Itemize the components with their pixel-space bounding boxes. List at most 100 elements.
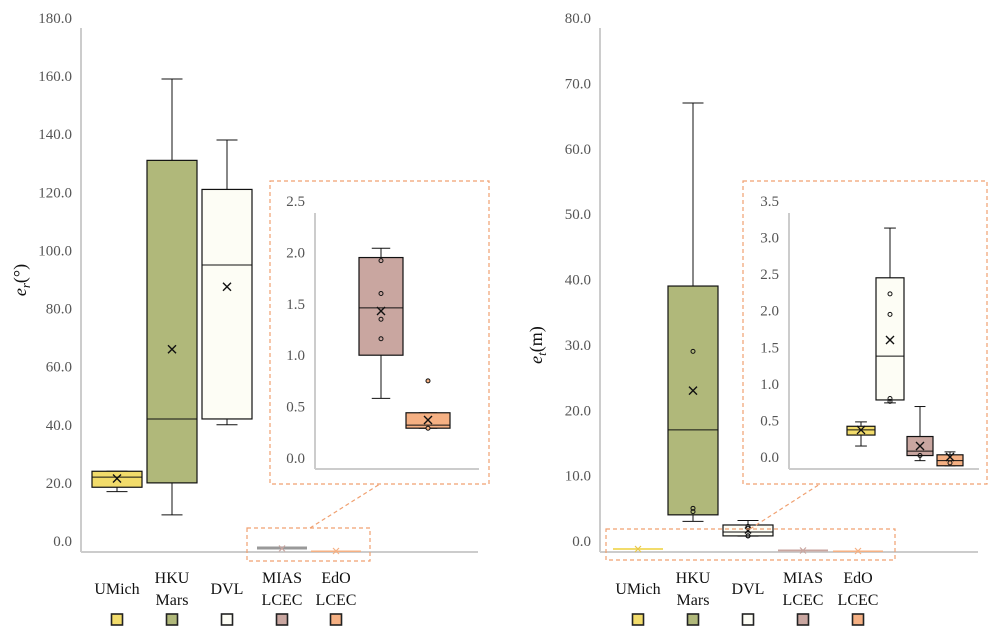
er-axes (80, 28, 478, 553)
et-cat-label-4-line2: LCEC (838, 592, 879, 609)
er-legend-swatches (110, 613, 343, 626)
et-inset-frame (742, 180, 988, 485)
er-dvl-mean (222, 282, 232, 292)
et-inset-y-tick-4: 2.0 (760, 304, 779, 320)
et-y-label-sub: t (534, 352, 549, 356)
er-swatch-2 (220, 613, 234, 626)
et-zoom-region (605, 528, 896, 561)
er-umich-mean (112, 474, 122, 484)
et-y-label: et(m) (526, 326, 549, 364)
et-mias-mean-mini (799, 547, 807, 554)
er-inset-y-tick-2: 1.0 (286, 348, 305, 364)
et-hku-outlier-2 (690, 509, 696, 515)
er-cat-label-3-line2: LCEC (262, 592, 303, 609)
et-dvl-outlier-1 (745, 525, 751, 531)
et-y-tick-1: 10.0 (565, 469, 591, 485)
et-cat-label-3-line1: MIAS (783, 570, 823, 587)
et-swatch-0 (631, 613, 645, 626)
er-cat-label-4-line2: LCEC (316, 592, 357, 609)
et-inset-boxes (846, 227, 964, 467)
et-inset-dvl-outlier-3 (887, 398, 893, 404)
et-inset-edo-mean (945, 452, 955, 462)
er-y-tick-4: 80.0 (46, 302, 72, 318)
er-inset-boxes (358, 247, 451, 431)
er-inset-y-tick-1: 0.5 (286, 400, 305, 416)
er-y-label-sub: r (18, 282, 33, 288)
er-edo-mean-mini (332, 547, 340, 555)
er-inset-mias-outlier-0 (378, 258, 384, 264)
er-inset: 0.0 0.5 1.0 1.5 2.0 2.5 (269, 180, 490, 485)
er-mias-mean-mini (278, 545, 286, 552)
et-inset: 0.0 0.5 1.0 1.5 2.0 2.5 3.0 3.5 (742, 180, 988, 485)
er-cat-label-3-line1: MIAS (262, 570, 302, 587)
et-inset-y-tick-6: 3.0 (760, 231, 779, 247)
et-inset-dvl-outlier-2 (887, 395, 893, 401)
er-swatch-1 (165, 613, 179, 626)
et-zoom-connector (749, 483, 821, 530)
chart-et: 0.0 10.0 20.0 30.0 40.0 50.0 60.0 70.0 80.0 et(m… (526, 11, 988, 626)
er-cat-label-1-line2: Mars (156, 592, 189, 609)
er-y-tick-6: 120.0 (38, 185, 72, 201)
er-zoom-connector (309, 483, 381, 529)
er-inset-mias-outlier-2 (378, 316, 384, 322)
er-y-label-unit: (°) (10, 264, 31, 283)
et-inset-y-tick-3: 1.5 (760, 340, 779, 356)
et-dvl-outlier-3 (745, 533, 751, 539)
er-inset-y-ticks: 0.0 0.5 1.0 1.5 2.0 2.5 (286, 194, 305, 467)
er-y-label: er(°) (10, 264, 33, 296)
et-y-tick-6: 60.0 (565, 142, 591, 158)
et-swatch-2 (741, 613, 755, 626)
et-y-ticks: 0.0 10.0 20.0 30.0 40.0 50.0 60.0 70.0 80.0 (565, 11, 591, 550)
et-inset-y-tick-5: 2.5 (760, 267, 779, 283)
et-y-tick-3: 30.0 (565, 338, 591, 354)
er-y-tick-3: 60.0 (46, 360, 72, 376)
et-umich-mean-mini (634, 545, 642, 553)
et-cat-label-1-line2: Mars (677, 592, 710, 609)
et-hku-mean (688, 386, 698, 396)
er-inset-edo-mean (423, 415, 433, 425)
er-dvl-box (201, 188, 253, 420)
er-cat-label-0: UMich (94, 581, 139, 598)
et-cat-label-3-line2: LCEC (783, 592, 824, 609)
et-y-tick-8: 80.0 (565, 11, 591, 27)
et-y-tick-4: 40.0 (565, 273, 591, 289)
et-inset-dvl-outlier-1 (887, 311, 893, 317)
er-inset-mias-box (358, 256, 404, 356)
er-cat-label-1-line1: HKU (155, 570, 190, 587)
et-inset-mias-mean (915, 441, 925, 451)
er-y-ticks: 0.0 20.0 40.0 60.0 80.0 100.0 120.0 140.0 160.0 1… (38, 11, 72, 550)
et-cat-label-0: UMich (615, 581, 660, 598)
er-cat-label-2: DVL (211, 581, 244, 598)
er-y-tick-0: 0.0 (53, 534, 72, 550)
et-y-tick-5: 50.0 (565, 207, 591, 223)
et-edo-mean-mini (854, 547, 862, 555)
er-swatch-0 (110, 613, 124, 626)
et-y-tick-2: 20.0 (565, 403, 591, 419)
er-category-labels: UMich HKU Mars DVL MIAS LCEC EdO LCEC (94, 570, 356, 609)
et-hku-outlier-1 (690, 505, 696, 511)
er-boxes (91, 78, 361, 555)
et-inset-y-ticks: 0.0 0.5 1.0 1.5 2.0 2.5 3.0 3.5 (760, 194, 779, 466)
chart-er: 0.0 20.0 40.0 60.0 80.0 100.0 120.0 140.0 160.0 1… (10, 11, 490, 626)
et-swatch-3 (796, 613, 810, 626)
et-inset-y-tick-0: 0.0 (760, 450, 779, 466)
et-inset-y-tick-7: 3.5 (760, 194, 779, 210)
et-y-tick-0: 0.0 (572, 534, 591, 550)
et-y-label-main: e (526, 356, 546, 364)
et-inset-y-tick-1: 0.5 (760, 413, 779, 429)
er-swatch-3 (275, 613, 289, 626)
et-inset-y-tick-2: 1.0 (760, 377, 779, 393)
er-hku-box (146, 159, 198, 484)
et-inset-dvl-box (875, 277, 905, 401)
er-inset-edo-outlier-1 (425, 425, 431, 431)
er-inset-y-tick-0: 0.0 (286, 451, 305, 467)
et-hku-box (667, 285, 719, 516)
et-inset-edo-outlier-0 (947, 460, 953, 466)
et-cat-label-2: DVL (732, 581, 765, 598)
er-inset-y-tick-3: 1.5 (286, 297, 305, 313)
er-inset-edo-outlier-0 (425, 378, 431, 384)
et-axes (599, 28, 978, 553)
er-swatch-4 (329, 613, 343, 626)
